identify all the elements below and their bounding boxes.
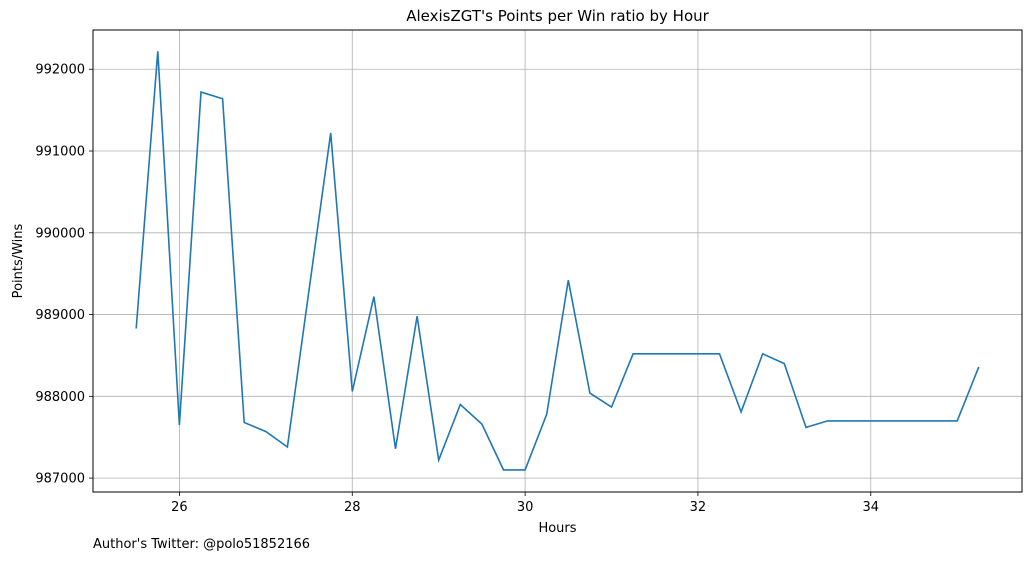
- y-tick-label: 988000: [35, 390, 85, 405]
- y-tick-label: 990000: [35, 226, 85, 241]
- chart-title: AlexisZGT's Points per Win ratio by Hour: [406, 7, 709, 25]
- x-axis-label: Hours: [538, 521, 576, 536]
- y-axis-label: Points/Wins: [11, 223, 26, 298]
- x-axis-ticks: 26 28 30 32 34: [171, 492, 879, 515]
- x-tick-label: 28: [344, 500, 361, 515]
- y-tick-label: 991000: [35, 145, 85, 160]
- plot-frame: [92, 29, 1023, 493]
- grid-lines: [93, 30, 1022, 492]
- x-tick-label: 32: [690, 500, 707, 515]
- author-footnote: Author's Twitter: @polo51852166: [93, 537, 311, 552]
- x-tick-label: 30: [517, 500, 534, 515]
- series-line: [135, 51, 980, 471]
- y-tick-label: 989000: [35, 308, 85, 323]
- y-axis-ticks: 987000 988000 989000 990000 991000 992000: [35, 63, 93, 487]
- x-tick-label: 26: [171, 500, 188, 515]
- x-tick-label: 34: [862, 500, 879, 515]
- y-tick-label: 987000: [35, 472, 85, 487]
- y-tick-label: 992000: [35, 63, 85, 78]
